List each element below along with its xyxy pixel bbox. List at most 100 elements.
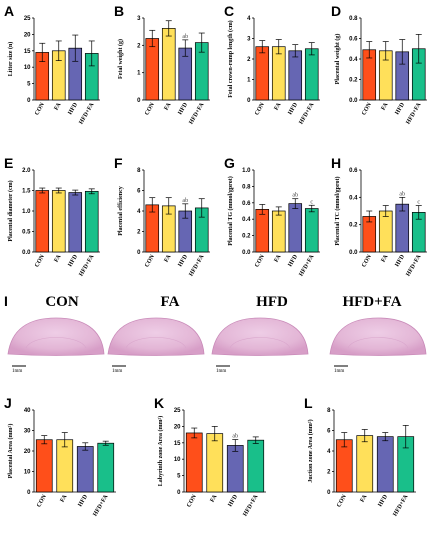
y-tick-label: 0.2 bbox=[242, 234, 251, 240]
y-axis-label: Placental weight (g) bbox=[334, 34, 341, 85]
panel-letter: A bbox=[4, 3, 14, 19]
y-tick-label: 0.0 bbox=[242, 250, 251, 256]
bar-fa bbox=[356, 435, 374, 493]
bar-con bbox=[335, 439, 353, 493]
y-tick-label: 0.8 bbox=[349, 16, 358, 22]
y-tick-label: 2.0 bbox=[22, 168, 31, 174]
panel-letter: K bbox=[154, 395, 164, 411]
panel-letter: H bbox=[331, 155, 341, 171]
y-tick-label: 2 bbox=[327, 470, 331, 476]
significance-label: ab bbox=[292, 193, 298, 199]
y-tick-label: 20 bbox=[24, 32, 31, 38]
y-tick-label: 15 bbox=[24, 49, 31, 55]
x-tick-label: CON bbox=[34, 253, 46, 268]
x-tick-label: HFD+FA bbox=[92, 493, 109, 517]
x-tick-label: HFD bbox=[227, 493, 239, 508]
bar-con bbox=[145, 38, 160, 101]
bar-con bbox=[255, 46, 270, 101]
x-tick-label: FA bbox=[54, 253, 63, 263]
x-tick-label: HFD+FA bbox=[298, 253, 315, 277]
x-tick-label: HFD+FA bbox=[188, 253, 205, 277]
x-tick-label: CON bbox=[254, 101, 266, 116]
y-axis-label: Juction zone Area (mm²) bbox=[307, 419, 314, 482]
panel-e: E 0.0 0.5 1.0 1.5 2.0 Placental diameter (cm) C… bbox=[4, 155, 100, 277]
y-tick-label: 5 bbox=[177, 474, 181, 480]
x-tick-label: CON bbox=[144, 253, 156, 268]
y-tick-label: 0 bbox=[137, 98, 141, 104]
bar-hfd-fa bbox=[247, 439, 265, 493]
y-axis-label: Placental TG (mmol/gprot) bbox=[227, 176, 234, 245]
x-tick-label: HFD+FA bbox=[188, 101, 205, 125]
histology-label: HFD+FA bbox=[342, 294, 401, 310]
x-tick-label: FA bbox=[60, 493, 69, 503]
y-tick-label: 6 bbox=[327, 429, 331, 435]
y-tick-label: 6 bbox=[137, 189, 141, 195]
histology-label: FA bbox=[161, 294, 180, 310]
x-tick-label: HFD+FA bbox=[78, 101, 95, 125]
histology-fa: FA 1mm bbox=[107, 294, 205, 374]
y-axis-label: Fetal weight (g) bbox=[117, 39, 124, 79]
x-tick-label: CON bbox=[336, 493, 348, 508]
x-tick-label: FA bbox=[360, 493, 369, 503]
y-tick-label: 40 bbox=[24, 408, 31, 414]
x-tick-label: FA bbox=[381, 253, 390, 263]
x-tick-label: CON bbox=[36, 493, 48, 508]
panel-l: L 0 2 4 6 8 Juction zone Area (mm²) CON FA HFD HFD… bbox=[304, 395, 416, 517]
bar-con bbox=[35, 439, 53, 493]
junction-zone-outline bbox=[229, 337, 291, 349]
y-tick-label: 0.8 bbox=[242, 184, 251, 190]
y-tick-label: 0.6 bbox=[349, 168, 358, 174]
y-tick-label: 0.6 bbox=[242, 201, 251, 207]
y-tick-label: 5 bbox=[27, 82, 31, 88]
y-tick-label: 0.2 bbox=[349, 78, 358, 84]
x-tick-label: HFD bbox=[394, 101, 406, 116]
y-tick-label: 8 bbox=[137, 168, 141, 174]
x-tick-label: CON bbox=[144, 101, 156, 116]
significance-label: c bbox=[417, 200, 420, 206]
y-tick-label: 0.4 bbox=[242, 217, 251, 223]
panel-g: G 0.0 0.2 0.4 0.6 0.8 1.0 Placental TG (mmol/gp… bbox=[224, 155, 320, 277]
panel-d: D 0.0 0.2 0.4 0.6 0.8 Placental weight (g) CON F… bbox=[331, 3, 427, 125]
scale-bar-label: 1mm bbox=[12, 369, 22, 374]
y-tick-label: 0.0 bbox=[22, 250, 31, 256]
x-tick-label: FA bbox=[381, 101, 390, 111]
x-tick-label: HFD+FA bbox=[405, 101, 422, 125]
junction-zone-outline bbox=[125, 337, 187, 349]
x-tick-label: HFD+FA bbox=[242, 493, 259, 517]
x-tick-label: HFD bbox=[377, 493, 389, 508]
panel-letter: E bbox=[4, 155, 13, 171]
bar-con bbox=[35, 190, 50, 253]
panel-h: H 0.0 0.2 0.4 0.6 Placental TC (mmol/gprot) CO… bbox=[331, 155, 427, 277]
panel-f: F 0 2 4 6 8 Placental efficiency CON FA ab HFD HFD+… bbox=[114, 155, 210, 277]
panel-letter: G bbox=[224, 155, 235, 171]
significance-label: ab bbox=[232, 434, 238, 440]
y-tick-label: 1.0 bbox=[242, 168, 251, 174]
scale-bar-label: 1mm bbox=[334, 369, 344, 374]
y-tick-label: 1.0 bbox=[22, 209, 31, 215]
junction-zone-outline bbox=[347, 337, 409, 349]
bar-hfd bbox=[68, 192, 83, 253]
x-tick-label: HFD bbox=[287, 101, 299, 116]
y-axis-label: Placental efficiency bbox=[118, 186, 124, 235]
y-tick-label: 0 bbox=[327, 490, 331, 496]
y-axis-label: Fetal crown-rump length (cm) bbox=[227, 20, 234, 97]
x-tick-label: CON bbox=[361, 253, 373, 268]
x-tick-label: HFD+FA bbox=[78, 253, 95, 277]
bar-fa bbox=[51, 190, 66, 253]
y-tick-label: 4 bbox=[247, 16, 251, 22]
x-tick-label: CON bbox=[361, 101, 373, 116]
y-tick-label: 4 bbox=[137, 209, 141, 215]
significance-label: ab bbox=[182, 198, 188, 204]
y-tick-label: 0 bbox=[137, 250, 141, 256]
bar-hfd bbox=[376, 436, 394, 493]
y-tick-label: 15 bbox=[174, 441, 181, 447]
bar-fa bbox=[378, 210, 393, 253]
y-axis-label: Placental Area (mm²) bbox=[7, 424, 14, 479]
y-tick-label: 0.0 bbox=[349, 250, 358, 256]
y-tick-label: 25 bbox=[174, 408, 181, 414]
y-tick-label: 0 bbox=[27, 490, 31, 496]
y-tick-label: 0.5 bbox=[22, 230, 31, 236]
y-tick-label: 10 bbox=[174, 457, 181, 463]
y-tick-label: 2 bbox=[247, 57, 251, 63]
